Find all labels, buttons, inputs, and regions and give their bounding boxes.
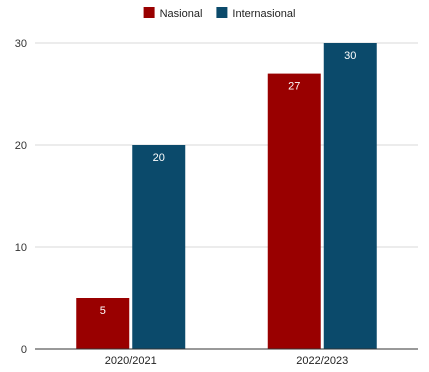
x-axis-categories: 2020/2021 2022/2023 <box>105 355 349 367</box>
y-axis-ticks: 0 10 20 30 <box>15 38 27 356</box>
bars <box>76 43 377 349</box>
legend-label-nasional: Nasional <box>160 8 203 20</box>
x-category-label: 2020/2021 <box>105 355 157 367</box>
bar-internasional-2020-2021 <box>132 145 186 349</box>
data-labels: 5 20 27 30 <box>100 50 357 317</box>
legend-swatch-nasional <box>143 7 155 18</box>
bar-nasional-2022-2023 <box>267 73 321 349</box>
data-label-nasional-2020-2021: 5 <box>100 305 106 317</box>
y-tick-label: 10 <box>15 242 27 254</box>
bar-nasional-2020-2021 <box>76 298 130 349</box>
x-category-label: 2022/2023 <box>296 355 348 367</box>
legend: Nasional Internasional <box>143 7 295 20</box>
data-label-nasional-2022-2023: 27 <box>288 81 300 93</box>
bar-internasional-2022-2023 <box>323 43 377 349</box>
y-tick-label: 30 <box>15 38 27 50</box>
y-tick-label: 20 <box>15 140 27 152</box>
y-tick-label: 0 <box>21 344 27 356</box>
legend-swatch-internasional <box>216 7 228 18</box>
legend-label-internasional: Internasional <box>232 8 295 20</box>
data-label-internasional-2020-2021: 20 <box>153 152 165 164</box>
data-label-internasional-2022-2023: 30 <box>344 50 356 62</box>
